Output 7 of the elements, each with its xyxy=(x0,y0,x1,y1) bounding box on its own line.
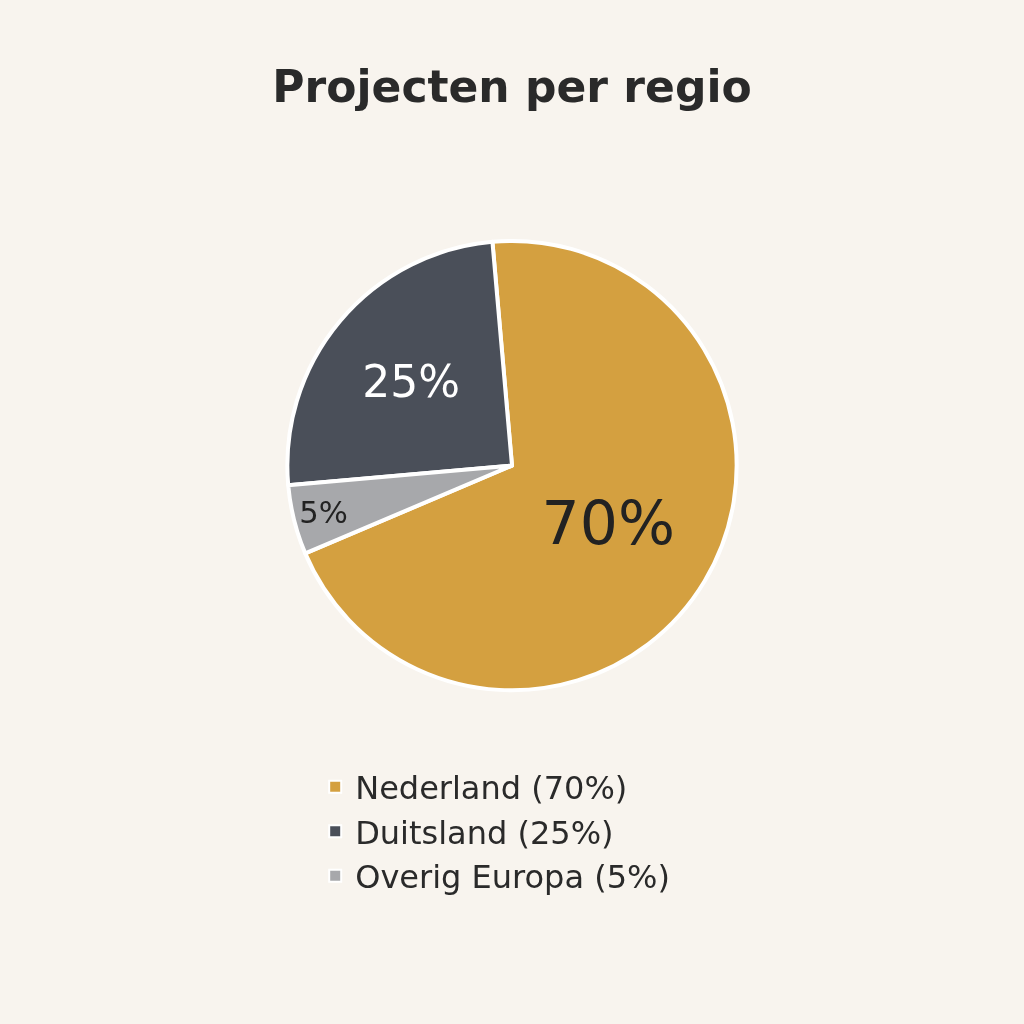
data-label: 70% xyxy=(541,488,675,559)
data-label: 25% xyxy=(362,355,461,407)
legend-label: Nederland (70%) xyxy=(355,769,628,808)
legend-label: Overig Europa (5%) xyxy=(355,858,670,897)
data-label: 5% xyxy=(299,495,348,531)
chart-title: Projecten per regio xyxy=(272,61,752,113)
legend-label: Duitsland (25%) xyxy=(355,813,614,852)
